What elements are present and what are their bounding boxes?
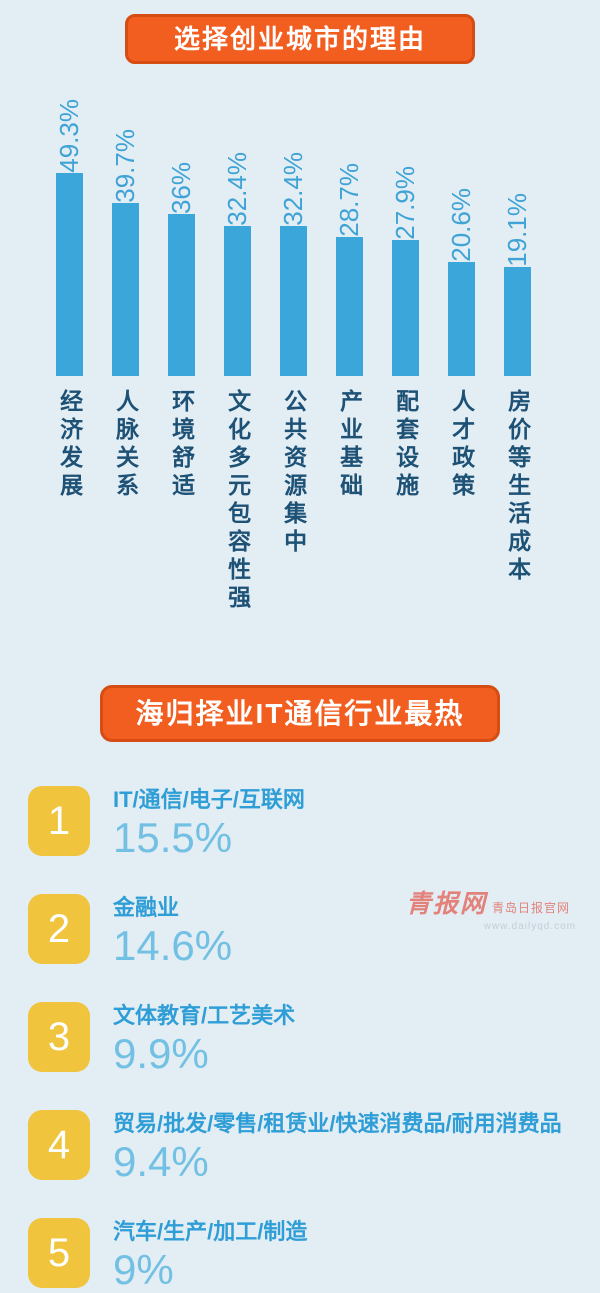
bar-category-label: 配套设施	[392, 389, 419, 501]
bar	[279, 226, 307, 376]
section2-title: 海归择业IT通信行业最热	[135, 698, 465, 729]
item-value: 9.4%	[113, 1138, 209, 1185]
bar-value-label: 39.7%	[109, 129, 140, 203]
rank-badge: 1	[28, 786, 90, 856]
bar-value-label: 27.9%	[389, 166, 420, 240]
bar	[335, 237, 363, 376]
item-title: 汽车/生产/加工/制造	[113, 1219, 308, 1244]
bar	[391, 240, 419, 376]
list-item: 1 IT/通信/电子/互联网 15.5%	[28, 786, 600, 861]
bar	[223, 226, 251, 376]
bar	[447, 262, 475, 376]
bar-value-label: 49.3%	[53, 99, 84, 173]
bar-category-label: 产业基础	[336, 389, 363, 501]
item-title: 文体教育/工艺美术	[113, 1003, 296, 1028]
industry-rank-list: 1 IT/通信/电子/互联网 15.5% 2 金融业 14.6% 3 文体教育/…	[0, 786, 600, 1293]
item-value: 9%	[113, 1246, 174, 1293]
bar-group-1: 39.7% 人脉关系	[97, 76, 153, 613]
rank-badge: 3	[28, 1002, 90, 1072]
section1-title: 选择创业城市的理由	[173, 24, 426, 54]
bar-value-label: 32.4%	[277, 152, 308, 226]
list-item: 2 金融业 14.6%	[28, 894, 600, 969]
bar-value-label: 32.4%	[221, 152, 252, 226]
bar-category-label: 文化多元包容性强	[224, 389, 251, 613]
bar-category-label: 经济发展	[56, 389, 83, 501]
rank-badge: 2	[28, 894, 90, 964]
bar-value-label: 20.6%	[445, 188, 476, 262]
bar	[111, 203, 139, 376]
bar-group-4: 32.4% 公共资源集中	[265, 76, 321, 613]
bar-category-label: 环境舒适	[168, 389, 195, 501]
list-item: 3 文体教育/工艺美术 9.9%	[28, 1002, 600, 1077]
bar-chart: 49.3% 经济发展 39.7% 人脉关系 36% 环境舒适 32.4% 文化多…	[0, 76, 600, 613]
bar-value-label: 36%	[165, 161, 196, 214]
bar-group-5: 28.7% 产业基础	[321, 76, 377, 613]
item-value: 9.9%	[113, 1030, 209, 1077]
section1-header-banner: 选择创业城市的理由	[125, 14, 475, 64]
bar-group-8: 19.1% 房价等生活成本	[489, 76, 545, 613]
bar-group-3: 32.4% 文化多元包容性强	[209, 76, 265, 613]
bar-group-0: 49.3% 经济发展	[41, 76, 97, 613]
infographic-page: { "page": { "background": "#e3edf4", "ac…	[0, 14, 600, 1293]
bar-group-6: 27.9% 配套设施	[377, 76, 433, 613]
bar	[503, 267, 531, 376]
bar-category-label: 人脉关系	[112, 389, 139, 501]
bar	[55, 173, 83, 376]
bar-category-label: 房价等生活成本	[504, 389, 531, 585]
bar-group-7: 20.6% 人才政策	[433, 76, 489, 613]
item-value: 15.5%	[113, 814, 233, 861]
bar-category-label: 公共资源集中	[280, 389, 307, 557]
bar-value-label: 28.7%	[333, 163, 364, 237]
list-item: 5 汽车/生产/加工/制造 9%	[28, 1218, 600, 1293]
item-title: IT/通信/电子/互联网	[113, 787, 305, 812]
list-item: 4 贸易/批发/零售/租赁业/快速消费品/耐用消费品 9.4%	[28, 1110, 600, 1185]
rank-badge: 5	[28, 1218, 90, 1288]
item-title: 金融业	[113, 895, 180, 920]
item-title: 贸易/批发/零售/租赁业/快速消费品/耐用消费品	[113, 1111, 562, 1136]
bar-group-2: 36% 环境舒适	[153, 76, 209, 613]
section2-header-banner: 海归择业IT通信行业最热	[100, 685, 500, 742]
bar	[167, 214, 195, 376]
item-value: 14.6%	[113, 922, 233, 969]
bar-category-label: 人才政策	[448, 389, 475, 501]
bar-value-label: 19.1%	[501, 193, 532, 267]
rank-badge: 4	[28, 1110, 90, 1180]
